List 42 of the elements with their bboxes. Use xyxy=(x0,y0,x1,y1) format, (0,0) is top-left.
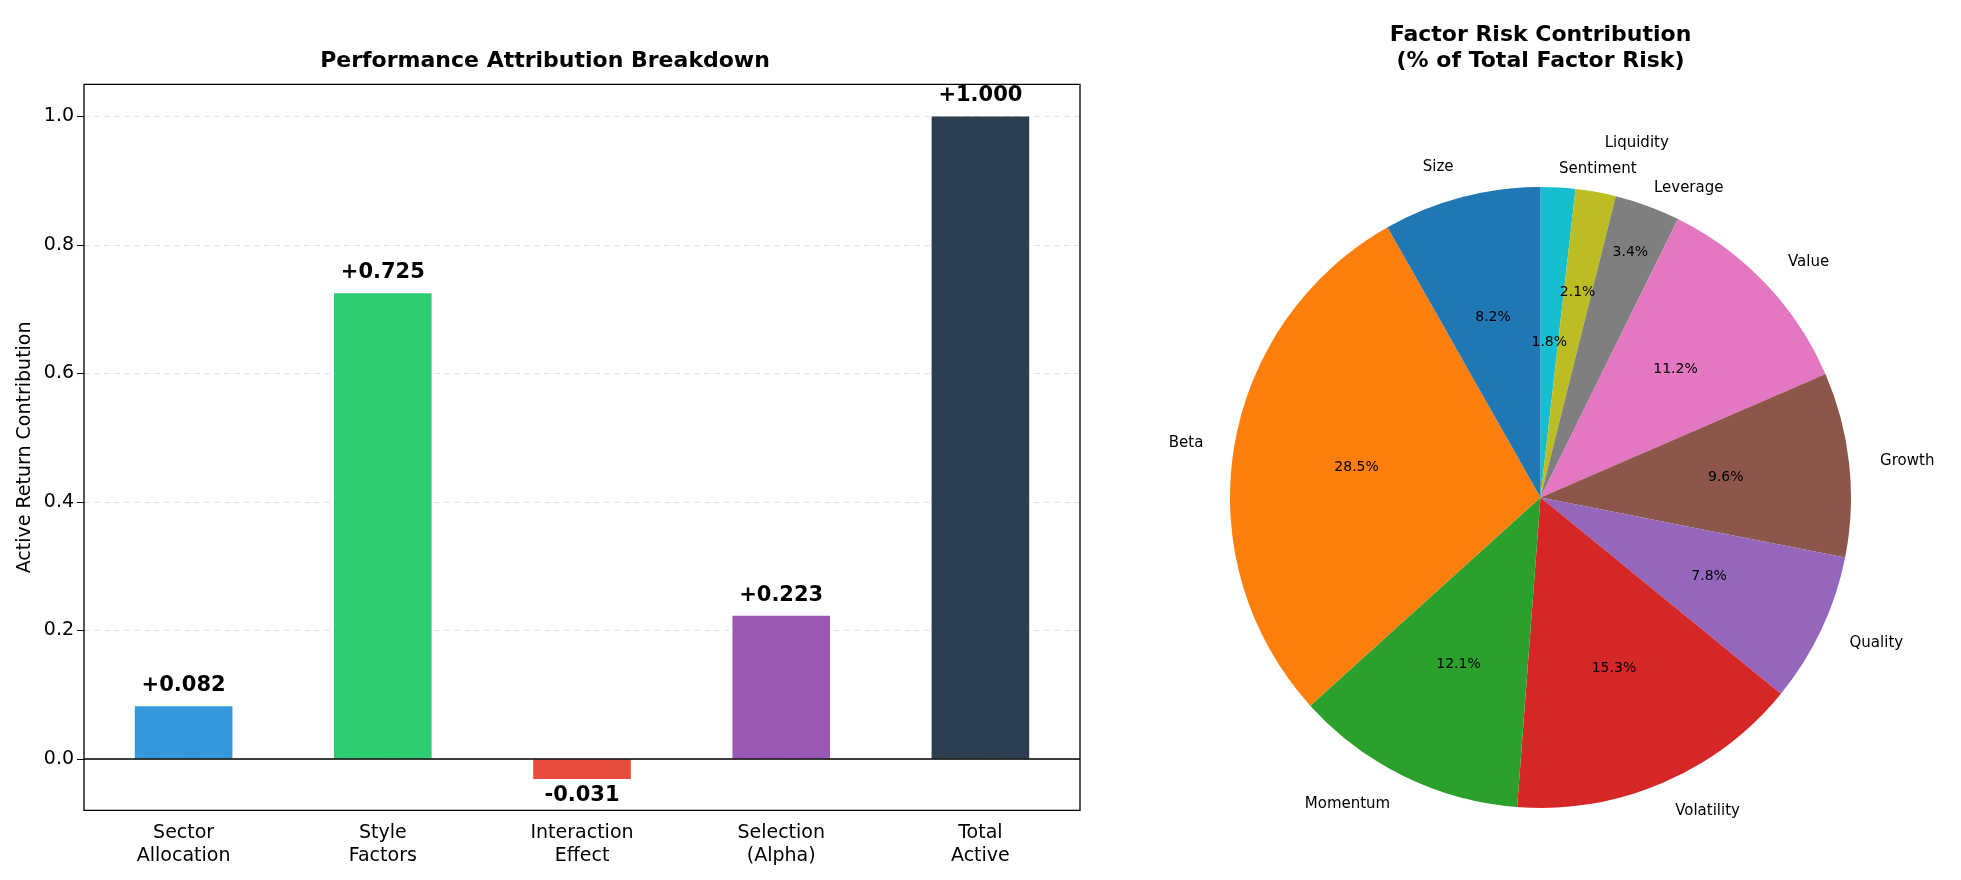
x-tick-label: Style Factors xyxy=(348,819,417,865)
y-tick-label: 1.0 xyxy=(43,103,75,126)
slice-label: Value xyxy=(1788,251,1830,270)
slice-label: Liquidity xyxy=(1604,132,1669,151)
chart-title: Factor Risk Contribution (% of Total Factor Risk) xyxy=(1389,20,1692,73)
data-label: +0.082 xyxy=(141,672,226,697)
y-tick-label: 0.0 xyxy=(43,745,75,768)
slice-label: Sentiment xyxy=(1559,158,1637,177)
data-label: +0.725 xyxy=(340,259,425,284)
y-axis-title: Active Return Contribution xyxy=(12,321,35,574)
slice-label: Beta xyxy=(1168,432,1204,451)
chart-title: Performance Attribution Breakdown xyxy=(320,46,770,72)
data-label: 7.8% xyxy=(1691,567,1727,584)
data-label: -0.031 xyxy=(544,781,620,806)
y-tick-label: 0.6 xyxy=(43,360,75,383)
bar xyxy=(732,615,831,759)
bar xyxy=(931,116,1030,759)
data-label: +0.223 xyxy=(739,581,824,606)
y-tick-label: 0.2 xyxy=(43,617,75,640)
data-label: 28.5% xyxy=(1334,458,1379,475)
bar xyxy=(134,706,233,759)
x-tick-label: Selection (Alpha) xyxy=(737,819,825,865)
slice-label: Momentum xyxy=(1304,794,1391,813)
bar xyxy=(334,293,432,759)
x-tick-label: Total Active xyxy=(951,819,1010,865)
data-label: 12.1% xyxy=(1436,655,1481,672)
data-label: 15.3% xyxy=(1591,659,1637,676)
x-tick-label: Sector Allocation xyxy=(136,819,231,865)
data-label: 11.2% xyxy=(1653,359,1698,376)
slice-label: Quality xyxy=(1849,632,1904,651)
y-tick-label: 0.8 xyxy=(43,231,75,254)
bar xyxy=(533,759,631,779)
y-tick-label: 0.4 xyxy=(43,488,75,511)
data-label: 3.4% xyxy=(1612,243,1649,260)
slice-label: Size xyxy=(1422,157,1454,176)
slice-label: Leverage xyxy=(1653,178,1724,197)
slice-label: Volatility xyxy=(1675,801,1741,820)
slice-label: Growth xyxy=(1880,450,1935,469)
data-label: 8.2% xyxy=(1475,307,1511,324)
x-tick-label: Interaction Effect xyxy=(530,819,634,865)
data-label: +1.000 xyxy=(938,82,1023,107)
data-label: 9.6% xyxy=(1707,468,1744,485)
